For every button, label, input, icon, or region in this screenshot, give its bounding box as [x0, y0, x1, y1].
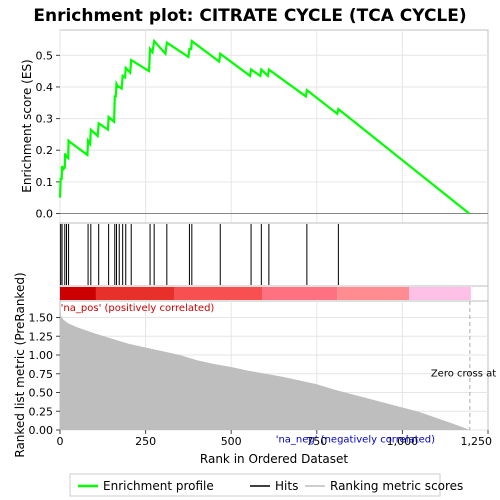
metric-y-tick-label: 1.50 [29, 312, 54, 325]
es-y-ticks: 0.0 0.1 0.2 0.3 0.4 0.5 [36, 49, 60, 221]
metric-annotations: 'na_pos' (positively correlated) 'na_neg'… [61, 303, 500, 445]
ranking-metric-area [60, 302, 470, 430]
metric-x-tick-label: 1,000 [387, 435, 419, 448]
heatmap-segment [262, 287, 338, 300]
heatmap-segment [174, 287, 263, 300]
metric-y-tick-label: 1.00 [29, 349, 54, 362]
metric-x-tick-label: 1,250 [461, 435, 493, 448]
metric-y-tick-label: 0.00 [29, 424, 54, 437]
metric-annotation: 'na_neg' (negatively correlated) [276, 434, 435, 445]
es-y-tick-label: 0.0 [36, 208, 54, 221]
metric-x-tick-label: 0 [57, 435, 64, 448]
es-y-tick-label: 0.2 [36, 144, 54, 157]
metric-y-tick-label: 1.25 [29, 330, 54, 343]
metric-y-tick-label: 0.75 [29, 368, 54, 381]
es-y-tick-label: 0.3 [36, 113, 54, 126]
heatmap-segment [337, 287, 410, 300]
metric-x-axis-label: Rank in Ordered Dataset [200, 452, 348, 466]
legend-label: Hits [275, 479, 298, 493]
metric-annotation: Zero cross at 1197 [431, 368, 500, 379]
es-y-tick-label: 0.5 [36, 49, 54, 62]
es-y-tick-label: 0.4 [36, 81, 54, 94]
heatmap-segment [60, 287, 96, 300]
metric-y-tick-label: 0.25 [29, 405, 54, 418]
metric-y-axis-label: Ranked list metric (PreRanked) [13, 272, 27, 457]
es-y-axis-label: Enrichment score (ES) [20, 59, 34, 192]
chart-title: Enrichment plot: CITRATE CYCLE (TCA CYCL… [33, 6, 466, 26]
es-gridlines [59, 30, 488, 223]
legend-label: Enrichment profile [103, 479, 214, 493]
hits-plot-frame [59, 222, 489, 287]
es-y-tick-label: 0.1 [36, 176, 54, 189]
heatmap-segment [409, 287, 471, 300]
heatmap-segment [95, 287, 175, 300]
metric-x-tick-label: 750 [306, 435, 327, 448]
metric-annotation: 'na_pos' (positively correlated) [61, 303, 215, 314]
ranked-metric-panel: 0.00 0.25 0.50 0.75 1.00 1.25 1.50 0 250 500 750 1… [13, 272, 500, 466]
metric-x-ticks: 0 250 500 750 1,000 1,250 [57, 430, 493, 448]
enrichment-score-panel: 0.0 0.1 0.2 0.3 0.4 0.5 Enrichment score (ES) [20, 29, 489, 224]
heatmap-segments [60, 287, 471, 300]
enrichment-profile-line [58, 38, 470, 215]
metric-x-tick-label: 500 [221, 435, 242, 448]
metric-y-ticks: 0.00 0.25 0.50 0.75 1.00 1.25 1.50 [29, 312, 60, 437]
hit-marks [60, 224, 339, 285]
legend: Enrichment profile Hits Ranking metric sco… [69, 473, 463, 497]
legend-label: Ranking metric scores [330, 479, 463, 493]
es-plot-frame [59, 29, 489, 224]
legend-box [69, 473, 441, 497]
metric-y-tick-label: 0.50 [29, 387, 54, 400]
hits-panel [59, 222, 489, 287]
legend-items: Enrichment profile Hits Ranking metric sco… [78, 479, 463, 493]
metric-x-tick-label: 250 [135, 435, 156, 448]
rank-heatmap-panel [59, 285, 489, 302]
